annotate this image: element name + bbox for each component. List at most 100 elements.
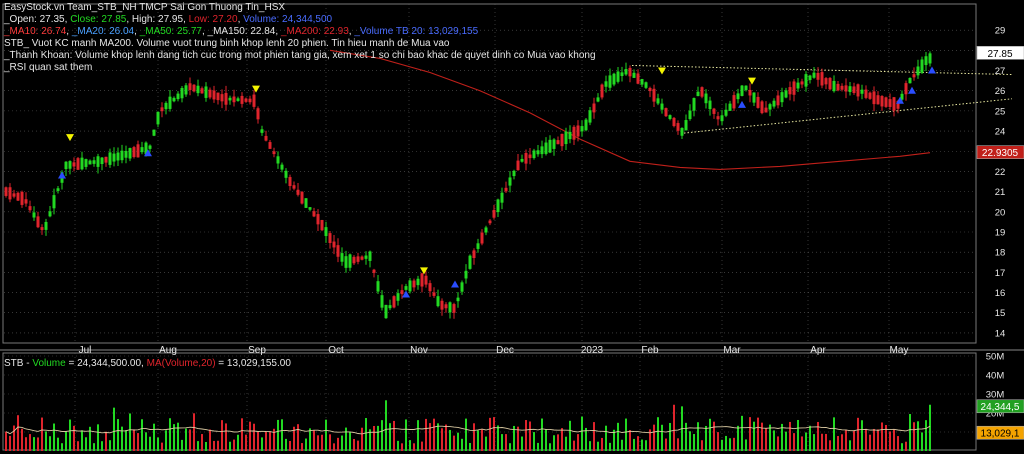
volume-bar — [169, 418, 171, 451]
volume-bar — [557, 434, 559, 451]
candle-body — [136, 144, 140, 158]
candle-body — [756, 96, 760, 108]
time-tick-label: Dec — [496, 345, 514, 356]
volume-bar — [289, 440, 291, 451]
candle-body — [84, 159, 88, 167]
volume-bar — [177, 422, 179, 451]
volume-bar — [365, 418, 367, 451]
candle-body — [916, 66, 920, 76]
volume-bar — [249, 421, 251, 451]
candle-body — [496, 199, 500, 213]
volume-bar — [85, 437, 87, 451]
time-tick-label: Mar — [723, 345, 741, 356]
candle-body — [788, 87, 792, 95]
price-tick-label: 22 — [995, 167, 1006, 178]
candle-body — [68, 161, 72, 169]
candle-body — [828, 77, 832, 90]
volume-bar — [893, 429, 895, 451]
candle-body — [512, 170, 516, 177]
volume-bar — [701, 440, 703, 451]
candle-body — [100, 157, 104, 165]
volume-bar — [9, 435, 11, 451]
volume-bar — [685, 422, 687, 451]
volume-bar — [373, 425, 375, 451]
sell-signal-marker — [252, 85, 260, 93]
time-tick-label: Jul — [79, 345, 92, 356]
candle-body — [76, 158, 80, 170]
buy-signal-marker — [908, 86, 916, 94]
candle-body — [560, 133, 564, 147]
candle-body — [252, 94, 256, 107]
candle-body — [576, 125, 580, 137]
candle-body — [516, 160, 520, 171]
candle-body — [156, 111, 160, 125]
candle-body — [556, 140, 560, 145]
volume-bar — [569, 420, 571, 451]
candle-body — [204, 86, 208, 98]
volume-bar — [461, 438, 463, 451]
candle-body — [188, 83, 192, 91]
candle-body — [428, 283, 432, 292]
volume-bar — [925, 420, 927, 451]
volume-bar — [205, 442, 207, 451]
volume-bar — [133, 429, 135, 451]
candle-body — [184, 85, 188, 95]
volume-bar — [449, 429, 451, 451]
candle-body — [132, 147, 136, 158]
volume-bar — [633, 438, 635, 451]
volume-bar — [277, 419, 279, 451]
volume-bar — [393, 420, 395, 451]
candle-body — [648, 87, 652, 92]
volume-bar — [361, 427, 363, 451]
volume-bar — [5, 431, 7, 451]
price-tick-label: 27 — [995, 66, 1006, 77]
volume-bar — [273, 428, 275, 451]
candle-body — [592, 103, 596, 113]
candle-body — [484, 227, 488, 233]
buy-signal-marker — [451, 280, 459, 288]
volume-bar — [257, 431, 259, 451]
candle-body — [112, 153, 116, 162]
candle-body — [840, 85, 844, 90]
candle-body — [420, 273, 424, 287]
volume-bar — [165, 430, 167, 451]
buy-signal-marker — [738, 100, 746, 108]
candle-body — [620, 72, 624, 77]
candle-body — [712, 108, 716, 114]
volume-bar — [485, 436, 487, 451]
candle-body — [852, 86, 856, 94]
candle-body — [20, 191, 24, 205]
volume-bar — [469, 442, 471, 451]
candle-body — [452, 304, 456, 313]
candle-body — [816, 72, 820, 80]
volume-bar — [17, 415, 19, 451]
candle-body — [468, 255, 472, 269]
candle-body — [640, 79, 644, 85]
volume-bar — [661, 424, 663, 451]
volume-bar — [817, 421, 819, 451]
candle-body — [440, 300, 444, 310]
volume-bar — [645, 440, 647, 451]
volume-bar — [857, 417, 859, 451]
volume-bar — [761, 422, 763, 451]
volume-bar — [565, 436, 567, 451]
candle-body — [736, 93, 740, 100]
volume-bar — [69, 419, 71, 451]
candle-body — [52, 195, 56, 209]
volume-bar — [389, 423, 391, 451]
volume-tick-label: 50M — [986, 352, 1005, 363]
buy-signal-marker — [896, 96, 904, 104]
volume-bar — [73, 425, 75, 451]
volume-bar — [821, 433, 823, 451]
candle-body — [292, 185, 296, 189]
volume-bar — [229, 441, 231, 451]
candle-body — [856, 84, 860, 97]
volume-bar — [709, 418, 711, 451]
candle-body — [336, 245, 340, 257]
volume-bar — [305, 438, 307, 451]
candle-body — [436, 296, 440, 307]
note-line-1: STB_ Vuot KC manh MA200. Volume vuot tru… — [4, 38, 450, 49]
ma200-badge-bg — [976, 145, 1024, 159]
volume-bar — [345, 427, 347, 451]
volume-bar — [357, 440, 359, 451]
